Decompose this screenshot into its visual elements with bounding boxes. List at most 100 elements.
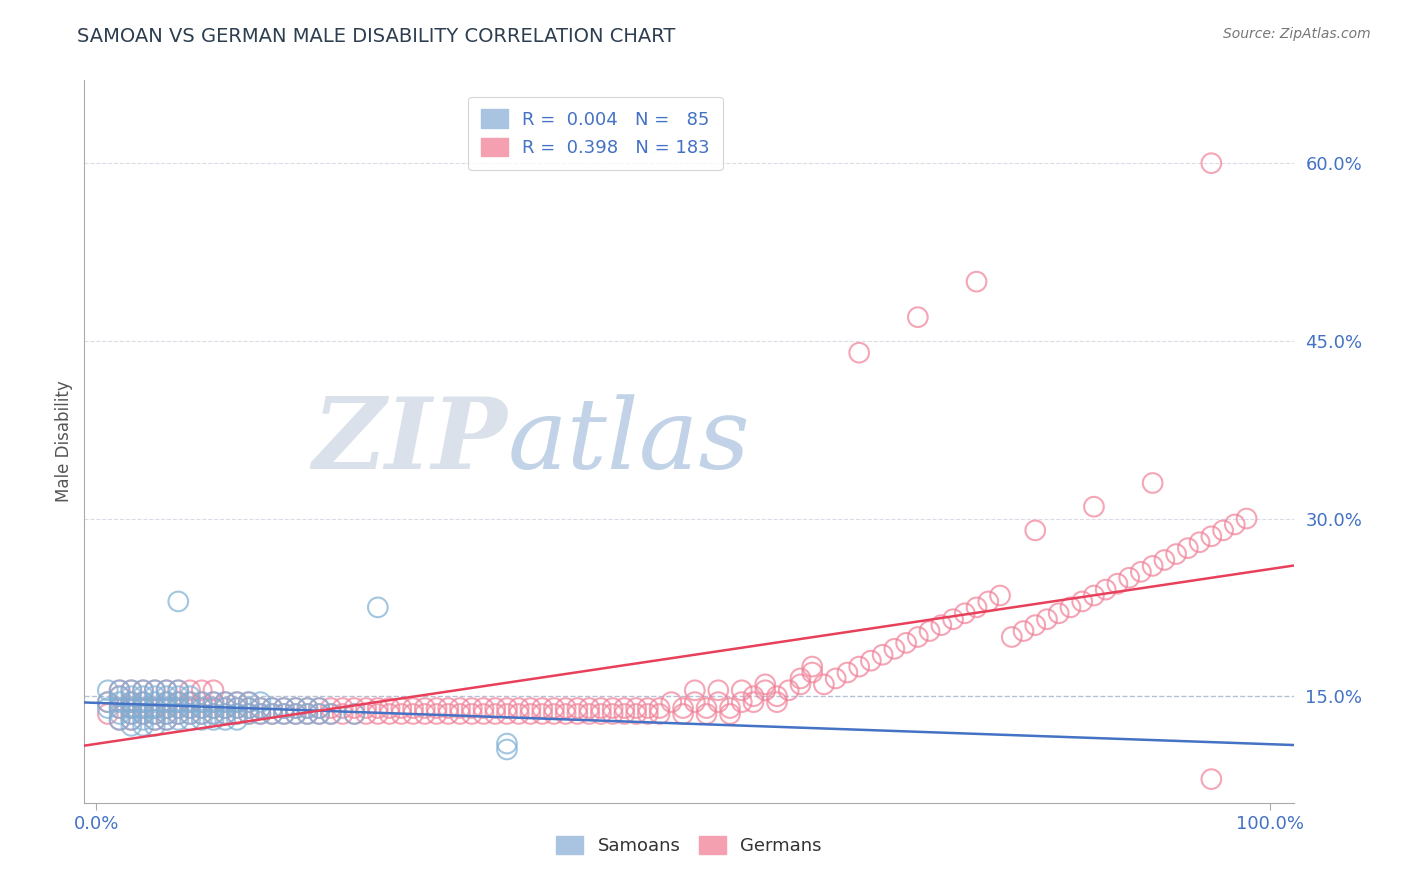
- Point: [1059, 600, 1081, 615]
- Point: [1166, 547, 1188, 561]
- Point: [262, 701, 284, 715]
- Point: [578, 706, 600, 721]
- Point: [624, 701, 647, 715]
- Point: [190, 706, 212, 721]
- Point: [120, 719, 142, 733]
- Point: [132, 719, 155, 733]
- Point: [214, 713, 236, 727]
- Point: [319, 706, 342, 721]
- Point: [179, 701, 201, 715]
- Point: [108, 713, 131, 727]
- Point: [120, 683, 142, 698]
- Point: [531, 706, 554, 721]
- Point: [1071, 594, 1094, 608]
- Point: [214, 701, 236, 715]
- Point: [214, 706, 236, 721]
- Point: [238, 706, 260, 721]
- Point: [766, 689, 789, 703]
- Point: [308, 701, 330, 715]
- Point: [472, 701, 495, 715]
- Point: [367, 600, 389, 615]
- Point: [496, 701, 519, 715]
- Point: [179, 695, 201, 709]
- Point: [367, 706, 389, 721]
- Point: [143, 713, 166, 727]
- Point: [202, 706, 225, 721]
- Point: [402, 701, 425, 715]
- Point: [602, 706, 624, 721]
- Point: [108, 683, 131, 698]
- Point: [143, 701, 166, 715]
- Point: [155, 695, 177, 709]
- Point: [179, 706, 201, 721]
- Point: [179, 706, 201, 721]
- Point: [202, 713, 225, 727]
- Point: [238, 695, 260, 709]
- Point: [519, 701, 541, 715]
- Point: [801, 665, 824, 680]
- Point: [167, 689, 190, 703]
- Point: [613, 701, 636, 715]
- Point: [202, 683, 225, 698]
- Point: [931, 618, 953, 632]
- Point: [508, 701, 530, 715]
- Point: [648, 706, 671, 721]
- Legend: Samoans, Germans: Samoans, Germans: [546, 825, 832, 866]
- Point: [238, 695, 260, 709]
- Point: [108, 689, 131, 703]
- Point: [249, 695, 271, 709]
- Point: [742, 695, 765, 709]
- Point: [602, 701, 624, 715]
- Point: [155, 706, 177, 721]
- Point: [578, 701, 600, 715]
- Point: [238, 701, 260, 715]
- Point: [589, 706, 612, 721]
- Point: [731, 683, 754, 698]
- Point: [143, 683, 166, 698]
- Point: [683, 683, 706, 698]
- Point: [1024, 618, 1046, 632]
- Point: [589, 701, 612, 715]
- Point: [907, 630, 929, 644]
- Point: [143, 683, 166, 698]
- Point: [1153, 553, 1175, 567]
- Point: [132, 713, 155, 727]
- Point: [718, 706, 741, 721]
- Point: [97, 706, 120, 721]
- Point: [1201, 772, 1223, 786]
- Point: [1236, 511, 1258, 525]
- Point: [190, 695, 212, 709]
- Point: [143, 706, 166, 721]
- Point: [449, 701, 471, 715]
- Point: [120, 706, 142, 721]
- Point: [425, 706, 447, 721]
- Point: [120, 689, 142, 703]
- Point: [167, 683, 190, 698]
- Point: [461, 706, 484, 721]
- Point: [120, 695, 142, 709]
- Point: [143, 719, 166, 733]
- Point: [284, 701, 307, 715]
- Point: [226, 695, 249, 709]
- Point: [567, 706, 589, 721]
- Point: [226, 695, 249, 709]
- Point: [754, 683, 776, 698]
- Point: [837, 665, 859, 680]
- Point: [308, 701, 330, 715]
- Point: [249, 701, 271, 715]
- Point: [319, 706, 342, 721]
- Point: [543, 701, 565, 715]
- Point: [472, 706, 495, 721]
- Point: [297, 701, 319, 715]
- Point: [1142, 558, 1164, 573]
- Point: [143, 713, 166, 727]
- Point: [1129, 565, 1152, 579]
- Point: [167, 706, 190, 721]
- Point: [214, 695, 236, 709]
- Point: [284, 706, 307, 721]
- Point: [742, 689, 765, 703]
- Point: [731, 695, 754, 709]
- Point: [824, 672, 846, 686]
- Point: [496, 742, 519, 756]
- Point: [262, 706, 284, 721]
